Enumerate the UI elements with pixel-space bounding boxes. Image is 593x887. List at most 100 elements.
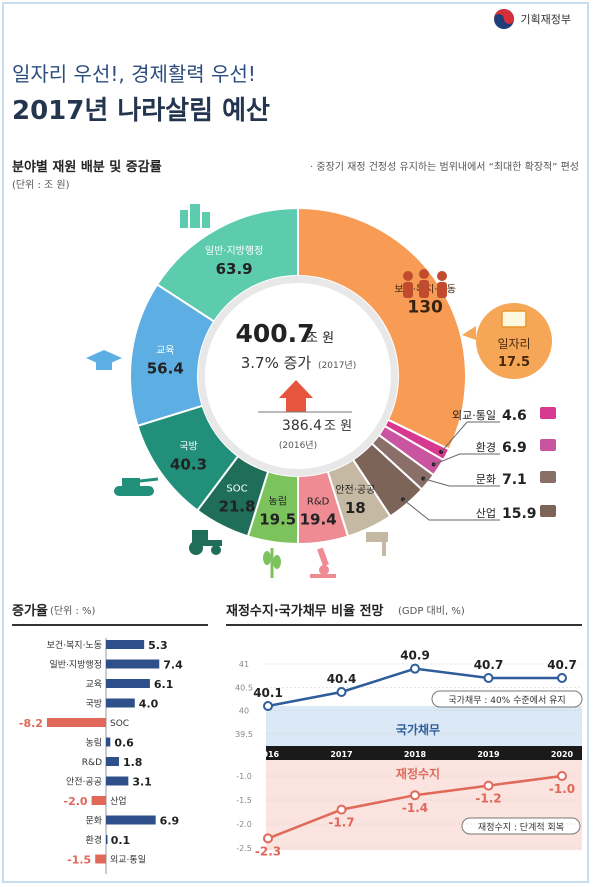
growth-section-unit: (단위 : %) [50, 606, 96, 617]
family-icon [403, 269, 447, 298]
year-label-3: 2019 [477, 750, 500, 759]
growth-bar-2 [106, 679, 150, 688]
growth-category-6: R&D [82, 758, 102, 768]
growth-category-9: 문화 [85, 816, 102, 827]
balance-note: 재정수지 : 단계적 회복 [478, 821, 564, 833]
growth-category-7: 안전·공공 [66, 777, 102, 788]
donut-outer-category-4: 산업 [476, 507, 496, 520]
donut-value-10: 56.4 [147, 360, 184, 378]
growth-category-11: 외교·통일 [110, 854, 146, 866]
year-label-2: 2018 [404, 750, 427, 759]
total-2016-unit: 조 원 [324, 419, 352, 434]
growth-category-4: SOC [110, 719, 129, 729]
ministry-logo: 기획재정부 [493, 8, 571, 30]
donut-center [205, 283, 391, 469]
growth-value-3: 4.0 [139, 698, 159, 711]
series-label-0-2: 40.9 [400, 649, 430, 663]
tank-icon [114, 477, 159, 496]
growth-bar-8 [91, 796, 106, 805]
series-label-1-3: -1.2 [475, 792, 501, 806]
increase-arrow-icon [279, 380, 313, 412]
growth-bar-10 [106, 835, 108, 844]
donut-value-7: 19.5 [259, 510, 296, 528]
donut-outer-value-3: 7.1 [502, 472, 527, 488]
donut-outer-icon-3 [540, 471, 556, 483]
jobs-badge: 일자리 17.5 [462, 303, 552, 379]
growth-value-6: 1.8 [123, 756, 142, 769]
growth-bar-6 [106, 757, 119, 766]
growth-category-8: 산업 [110, 796, 127, 807]
jobs-badge-value: 17.5 [498, 355, 530, 370]
donut-outer-category-3: 문화 [476, 473, 496, 486]
fiscal-section-rule [226, 624, 582, 626]
balance-area-label: 재정수지 [396, 766, 440, 781]
donut-value-0: 130 [407, 297, 443, 317]
leader-line-3 [423, 478, 500, 487]
fiscal-section-title: 재정수지·국가채무 비율 전망 [226, 604, 384, 619]
y-tick-0-0: 41 [239, 660, 249, 669]
growth-category-2: 교육 [85, 679, 102, 690]
tractor-icon [189, 530, 222, 555]
growth-category-5: 농림 [85, 737, 102, 749]
series-label-1-1: -1.7 [328, 816, 354, 830]
donut-value-5: 18 [345, 499, 366, 517]
debt-area-label: 국가채무 [396, 722, 440, 737]
year-label-0: 2016 [257, 750, 280, 759]
growth-value-1: 7.4 [163, 659, 183, 672]
series-point-0-3 [483, 673, 494, 683]
series-point-1-3 [483, 780, 494, 791]
donut-value-9: 40.3 [170, 455, 207, 473]
growth-bar-0 [106, 640, 145, 649]
page-title: 2017년 나라살림 예산 [12, 96, 270, 126]
donut-outer-value-4: 15.9 [502, 506, 537, 522]
fiscal-line-chart: 국가채무 재정수지 국가채무 : 40% 수준에서 유지 재정수지 : 단계적 … [235, 649, 583, 858]
building-icon [180, 204, 210, 228]
series-label-1-4: -1.0 [549, 782, 575, 796]
growth-value-4: -8.2 [19, 717, 43, 730]
donut-outer-value-1: 4.6 [502, 408, 527, 424]
donut-category-11: 일반·지방행정 [205, 245, 263, 257]
year-label-1: 2017 [330, 750, 352, 759]
balance-note-box [461, 817, 581, 835]
growth-category-1: 일반·지방행정 [49, 659, 102, 671]
growth-category-3: 국방 [85, 699, 102, 710]
wheat-icon [263, 548, 281, 578]
growth-value-5: 0.6 [114, 737, 134, 750]
graduation-cap-icon [86, 350, 122, 370]
series-point-1-1 [336, 804, 347, 815]
page-subtitle: 일자리 우선!, 경제활력 우선! [12, 62, 256, 86]
growth-year-text: (2017년) [318, 360, 356, 371]
growth-bar-chart: 보건·복지·노동 5.3 일반·지방행정 7.4 교육 6.1 국방 4.0 SOC -8.2 농림… [19, 638, 183, 874]
donut-outer-icon-4 [540, 505, 556, 517]
donut-category-6: R&D [307, 496, 330, 507]
year-axis-band [266, 746, 582, 760]
series-point-1-2 [410, 790, 420, 801]
jobs-badge-label: 일자리 [497, 337, 530, 351]
leader-line-2 [433, 453, 500, 465]
series-label-1-0: -2.3 [255, 844, 281, 858]
growth-value-11: -1.5 [67, 854, 91, 867]
series-point-0-2 [410, 663, 420, 674]
y-tick-0-3: 39.5 [235, 730, 253, 739]
growth-section-title: 증가율 [12, 604, 48, 619]
series-label-0-4: 40.7 [547, 658, 577, 672]
taegeuk-logo-icon [494, 9, 515, 29]
y-tick-0-1: 40.5 [235, 683, 253, 692]
fiscal-section-unit: (GDP 대비, %) [398, 606, 465, 617]
total-2017-unit: 조 원 [306, 331, 334, 346]
donut-section-title: 분야별 재원 배분 및 증감률 [12, 160, 162, 175]
growth-value-7: 3.1 [132, 776, 152, 789]
growth-value-9: 6.9 [160, 815, 180, 828]
donut-category-7: 농림 [269, 495, 287, 507]
budget-donut-chart: 400.7 조 원 3.7% 증가 (2017년) 386.4 조 원 (201… [86, 204, 556, 578]
year-label-4: 2020 [551, 750, 574, 759]
growth-bar-9 [106, 815, 156, 825]
donut-category-8: SOC [226, 483, 247, 494]
donut-value-11: 63.9 [216, 260, 253, 278]
y-tick-1-0: -1.0 [236, 772, 252, 781]
balance-area [266, 760, 582, 850]
total-2016-value: 386.4 [282, 418, 322, 434]
donut-outer-icon-2 [540, 439, 556, 451]
growth-bar-3 [106, 698, 135, 708]
donut-category-10: 교육 [156, 345, 174, 357]
